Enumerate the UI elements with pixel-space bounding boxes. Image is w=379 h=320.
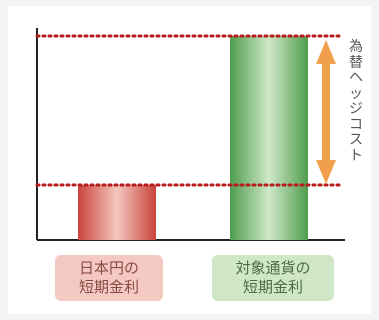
target-rate-label: 対象通貨の 短期金利 bbox=[212, 255, 334, 301]
jpy-rate-bar bbox=[78, 185, 156, 240]
target-rate-label-line2: 短期金利 bbox=[242, 278, 303, 296]
jpy-rate-label-line1: 日本円の bbox=[78, 259, 139, 277]
target-currency-rate-bar bbox=[230, 36, 308, 240]
jpy-rate-label-line2: 短期金利 bbox=[78, 278, 139, 296]
hedge-cost-arrow bbox=[316, 40, 336, 184]
hedge-cost-label: 為替ヘッジコスト bbox=[349, 39, 363, 164]
jpy-rate-label: 日本円の 短期金利 bbox=[55, 255, 163, 301]
target-rate-label-line1: 対象通貨の bbox=[235, 259, 311, 277]
